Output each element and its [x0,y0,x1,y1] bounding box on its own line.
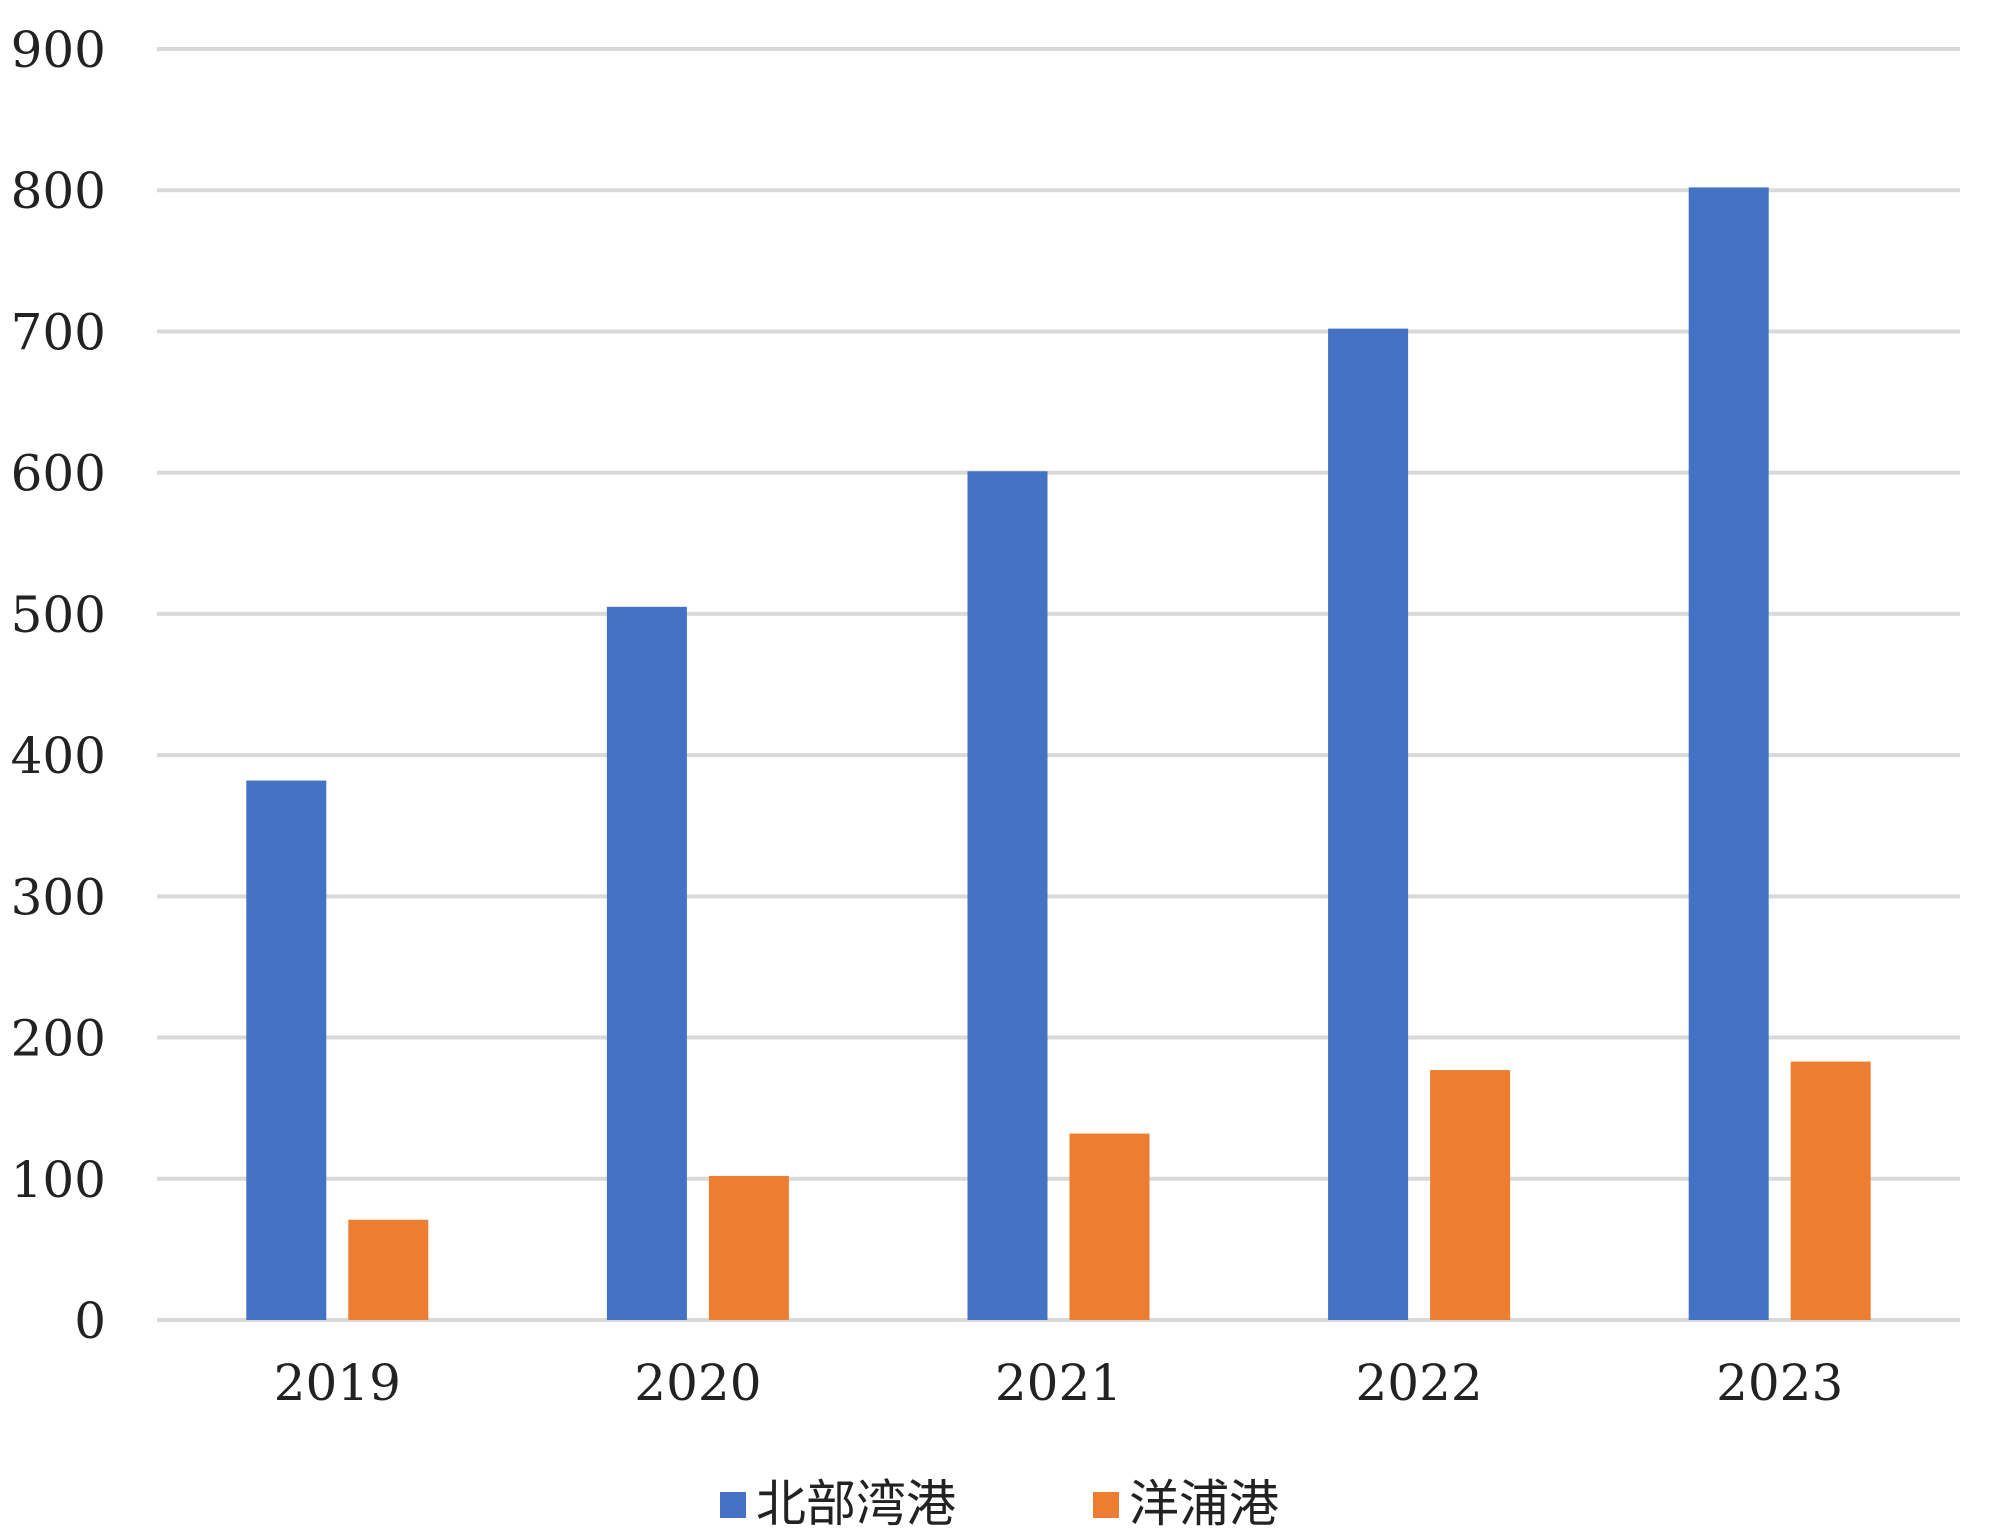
y-tick-label: 700 [11,303,106,361]
gridlines [157,47,1960,1322]
y-tick-label: 200 [11,1010,106,1068]
bar-series-2-2019 [348,1219,429,1320]
legend-swatch [1093,1492,1119,1518]
bar-series-2-2020 [708,1175,789,1320]
y-tick-label: 600 [11,445,106,503]
bar-series-2-2023 [1790,1061,1871,1320]
y-axis-tick-labels: 0 100 200 300 400 500 600 700 800 900 [11,21,106,1350]
y-tick-label: 100 [11,1151,106,1209]
legend-swatch [720,1492,746,1518]
bar-series-1-2019 [246,780,327,1320]
x-tick-label: 2021 [995,1354,1122,1412]
x-tick-label: 2022 [1355,1354,1482,1412]
bars [246,187,1871,1320]
y-tick-label: 500 [11,586,106,644]
x-tick-label: 2020 [634,1354,761,1412]
y-tick-label: 900 [11,21,106,79]
y-tick-label: 0 [74,1292,106,1350]
bar-series-2-2022 [1430,1070,1511,1320]
x-axis-tick-labels: 2019 2020 2021 2022 2023 [274,1354,1844,1412]
bar-series-1-2022 [1328,328,1409,1320]
x-tick-label: 2019 [274,1354,401,1412]
legend: 北部湾港 洋浦港 [720,1475,1279,1533]
bar-series-1-2020 [606,606,687,1320]
legend-label: 洋浦港 [1129,1475,1279,1533]
bar-series-1-2021 [967,471,1048,1320]
y-tick-label: 800 [11,162,106,220]
y-tick-label: 300 [11,868,106,926]
y-tick-label: 400 [11,727,106,785]
legend-label: 北部湾港 [756,1475,956,1533]
bar-series-2-2021 [1069,1133,1150,1320]
bar-series-1-2023 [1688,187,1769,1320]
x-tick-label: 2023 [1716,1354,1843,1412]
